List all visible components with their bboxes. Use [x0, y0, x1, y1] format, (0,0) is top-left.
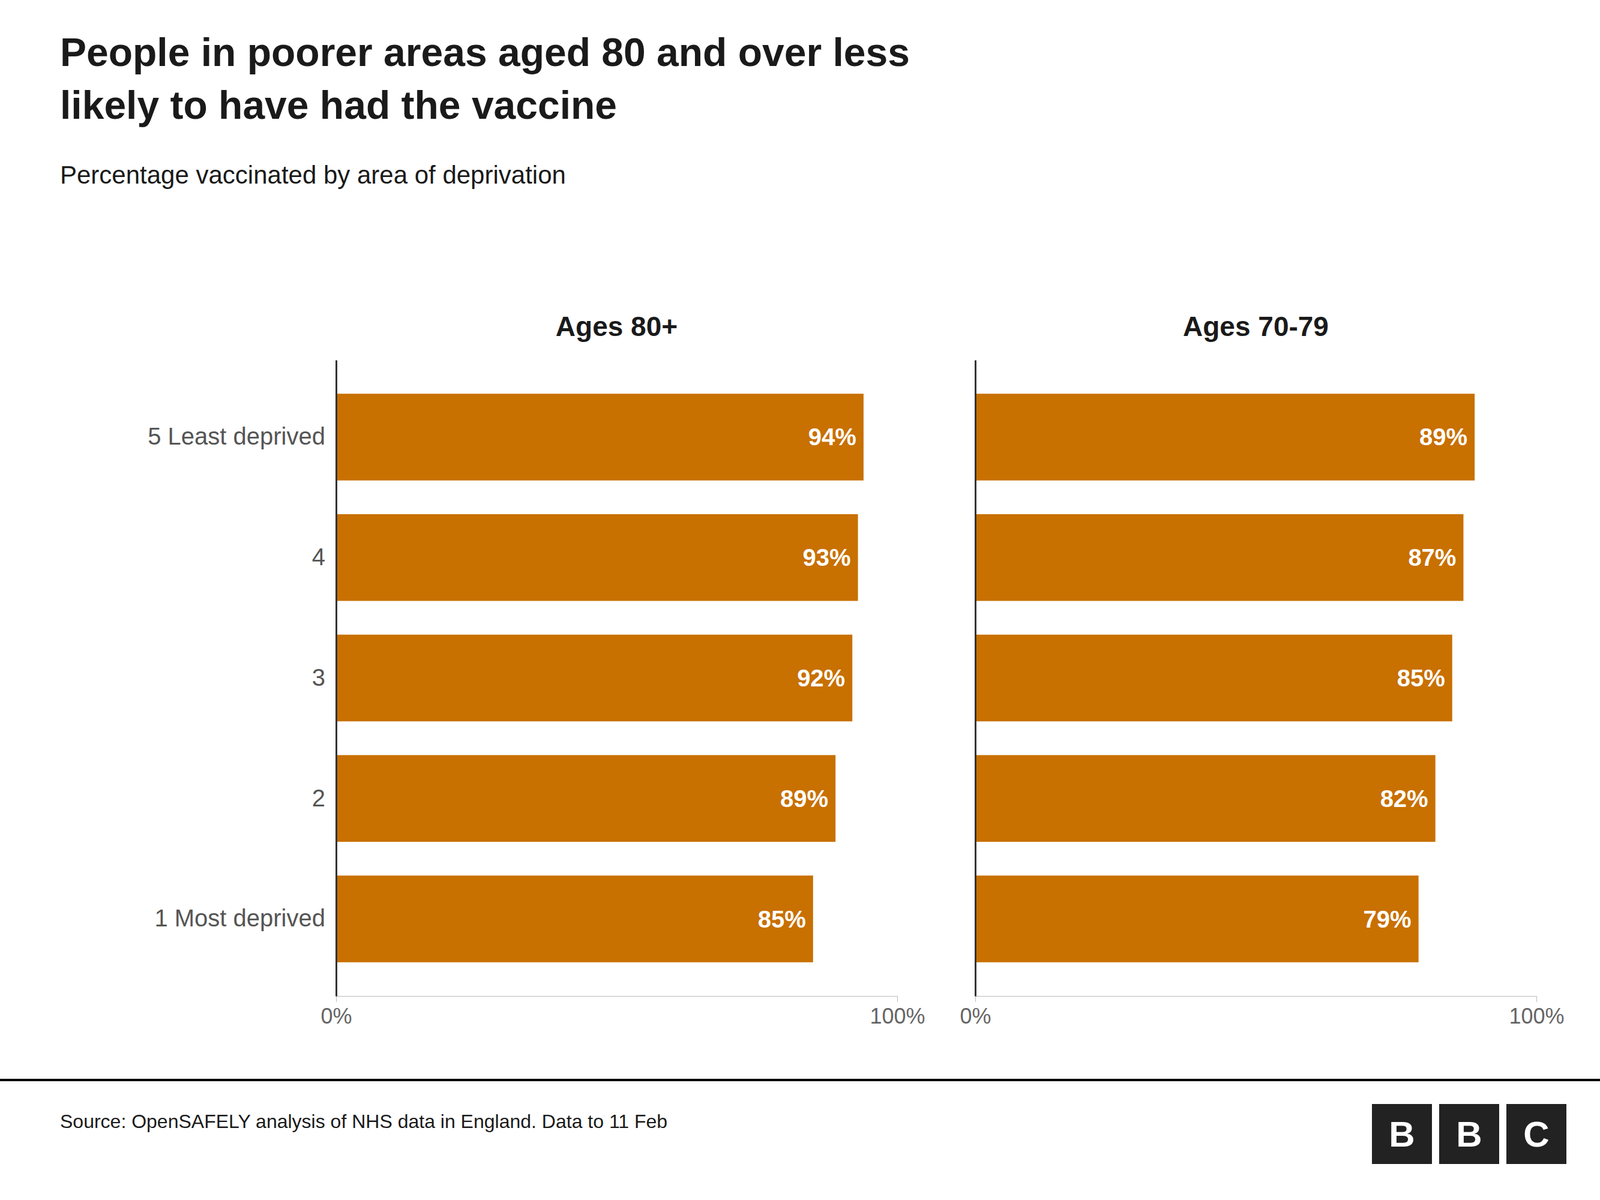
data-label: 87% [1407, 544, 1456, 571]
axis-line [336, 996, 898, 1003]
tick: 3 [312, 664, 337, 691]
data-labels: 94% 93% 92% 89% 85% [757, 423, 857, 933]
tick: 100% [1508, 996, 1564, 1029]
tick: 2 [312, 784, 337, 812]
logo-letter: B [1455, 1114, 1482, 1155]
tick-label: 0% [959, 1004, 991, 1029]
y-axis [975, 360, 977, 997]
axis-line [975, 996, 1537, 1003]
category-label: 4 [312, 543, 326, 571]
tick: 5 Least deprived [147, 423, 337, 450]
bar [336, 393, 864, 481]
bar [336, 514, 859, 602]
tick-mark [1536, 996, 1537, 1003]
bar [336, 875, 814, 963]
tick-mark [336, 996, 337, 1003]
tick-mark [975, 996, 976, 1003]
bar [975, 393, 1475, 481]
panel-header: Ages 80+ [555, 310, 678, 343]
tick: 0% [320, 996, 352, 1029]
logo-box [1371, 1104, 1432, 1165]
logo-box [1506, 1104, 1567, 1165]
panel-header: Ages 70-79 [1182, 310, 1329, 343]
title: likely to have had the vaccine [60, 82, 617, 128]
tick: 100% [869, 996, 925, 1029]
bar [336, 634, 853, 722]
axis-line [335, 360, 338, 997]
source: Source: OpenSAFELY analysis of NHS data … [60, 1110, 668, 1133]
chart: People in poorer areas aged 80 and over … [0, 0, 1600, 1200]
bar [975, 634, 1453, 722]
tick: 4 [312, 543, 337, 571]
bar [336, 754, 836, 843]
logo-letter: B [1388, 1114, 1415, 1155]
data-label: 92% [796, 664, 846, 692]
tick-label: 100% [869, 1004, 925, 1029]
y-axis: 5 Least deprived 4 3 2 1 Most deprived [147, 360, 337, 997]
data-label: 89% [780, 785, 829, 813]
tick: 1 Most deprived [154, 905, 337, 932]
data-label: 93% [802, 544, 851, 571]
data-label: 89% [1419, 423, 1468, 451]
tick: 0% [959, 996, 991, 1029]
data-label: 85% [757, 906, 807, 933]
x-axis: 0% 100% [959, 996, 1564, 1029]
data-labels: 89% 87% 85% 82% 79% [1363, 423, 1468, 933]
subtitle: Percentage vaccinated by area of depriva… [60, 160, 566, 190]
tick-label: 100% [1508, 1004, 1564, 1029]
bars [975, 393, 1475, 963]
logo-letter: C [1523, 1114, 1549, 1155]
data-label: 85% [1397, 664, 1446, 692]
category-label: 5 Least deprived [147, 423, 326, 450]
bar [975, 514, 1464, 602]
footer-rule [0, 1079, 1600, 1082]
panel: 0% 100% 89% 87% 85% 82% 79% Ages 70-79 [959, 310, 1564, 1029]
logo: BBC [1371, 1104, 1567, 1165]
bar [975, 754, 1436, 843]
bars [336, 393, 864, 963]
axis-line [974, 360, 977, 997]
x-axis: 0% 100% [320, 996, 925, 1029]
title: People in poorer areas aged 80 and over … [60, 30, 910, 75]
category-label: 3 [312, 664, 326, 691]
tick-label: 0% [320, 1004, 352, 1029]
category-label: 1 Most deprived [154, 905, 326, 932]
bar [975, 875, 1419, 963]
data-label: 82% [1380, 785, 1429, 813]
data-label: 79% [1363, 906, 1412, 933]
data-label: 94% [808, 423, 857, 451]
tick-mark [897, 996, 898, 1003]
category-label: 2 [312, 784, 326, 812]
panel: 0% 100% 5 Least deprived 4 3 2 1 Most deprived… [147, 310, 925, 1029]
logo-box [1439, 1104, 1500, 1165]
